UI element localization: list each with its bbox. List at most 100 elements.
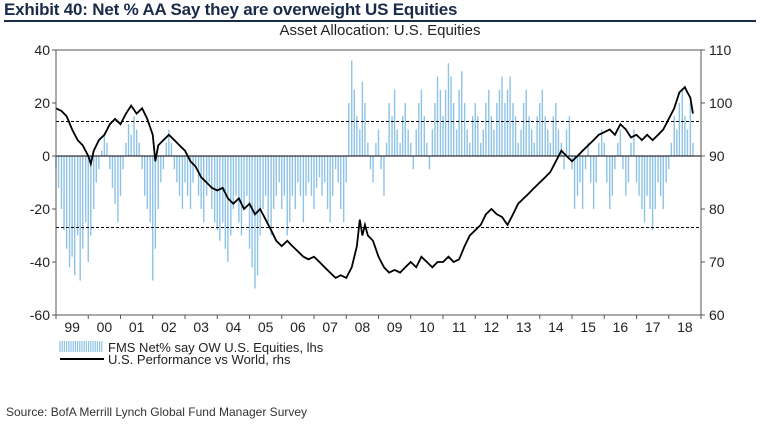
bar: [302, 156, 305, 223]
bar: [278, 156, 280, 183]
right-tick-label: 90: [709, 148, 725, 164]
x-tick-label: 08: [355, 319, 371, 335]
bar: [119, 156, 122, 196]
bar: [286, 156, 288, 236]
bar: [466, 129, 468, 156]
bar: [283, 156, 286, 196]
bar: [342, 156, 345, 223]
x-tick-label: 13: [516, 319, 532, 335]
x-tick-label: 07: [322, 319, 338, 335]
bar: [109, 156, 111, 170]
legend-swatch-bars: [59, 341, 103, 352]
bar: [192, 156, 194, 183]
bar: [504, 103, 506, 156]
bar: [157, 156, 159, 209]
bar: [581, 156, 584, 209]
bar: [439, 89, 442, 156]
x-tick-label: 18: [677, 319, 693, 335]
bar: [617, 142, 619, 156]
bar: [117, 156, 119, 223]
bar: [571, 156, 573, 170]
bar: [590, 156, 592, 183]
bar: [200, 156, 202, 209]
line-series: [55, 85, 694, 280]
bar: [305, 156, 307, 196]
bar: [351, 60, 353, 156]
bar: [93, 156, 95, 209]
right-tick-label: 70: [709, 254, 725, 270]
bar: [235, 156, 237, 196]
bar: [560, 142, 563, 156]
bar: [684, 116, 686, 156]
bar: [428, 156, 431, 170]
x-tick-label: 04: [226, 319, 242, 335]
x-tick-label: 02: [161, 319, 177, 335]
bar: [525, 89, 527, 156]
bar: [520, 129, 522, 156]
bar: [291, 156, 294, 196]
bar: [135, 129, 138, 156]
bar: [641, 156, 643, 209]
left-tick-label: 20: [34, 95, 50, 111]
bar: [458, 89, 460, 156]
x-tick-label: 05: [258, 319, 274, 335]
bar: [323, 156, 326, 183]
bar: [614, 156, 616, 170]
right-tick-label: 100: [709, 95, 733, 111]
bar: [194, 156, 197, 170]
bar: [82, 156, 84, 249]
bar: [646, 156, 648, 196]
x-tick-label: 16: [613, 319, 629, 335]
bar: [165, 142, 167, 156]
bar: [522, 103, 525, 156]
x-tick-label: 06: [290, 319, 306, 335]
bar: [380, 156, 382, 170]
bar: [600, 129, 603, 156]
bar: [452, 103, 455, 156]
bar: [681, 89, 683, 156]
bar: [356, 116, 358, 156]
bar: [442, 116, 444, 156]
bar: [168, 129, 170, 156]
bar: [122, 156, 124, 170]
bar: [95, 156, 98, 183]
bar: [251, 156, 253, 268]
bar: [496, 103, 498, 156]
bar: [471, 116, 474, 156]
bar: [662, 156, 664, 209]
bar: [230, 156, 232, 236]
bar: [146, 156, 148, 209]
bar-series: [55, 60, 694, 289]
bar: [63, 156, 65, 231]
right-axis-ticks: 110 100 90 80 70 60: [701, 42, 733, 323]
bar: [111, 156, 114, 188]
bar: [313, 156, 315, 209]
bar: [493, 129, 495, 156]
right-tick-label: 80: [709, 201, 725, 217]
bar: [143, 156, 146, 196]
bar: [512, 103, 514, 156]
bar: [310, 156, 313, 196]
bar: [318, 156, 321, 178]
bar: [90, 156, 92, 236]
bar: [133, 116, 135, 156]
bar: [485, 103, 487, 156]
bar: [393, 89, 396, 156]
bar: [359, 129, 361, 156]
bar: [299, 156, 302, 196]
bar: [181, 156, 184, 209]
bar: [676, 129, 678, 156]
x-axis-ticks: 99 00 01 02 03 04 05 06 07 08 09 10 11 12 13 14 15 16 17 18: [55, 315, 702, 335]
x-tick-label: 10: [419, 319, 435, 335]
x-tick-label: 12: [484, 319, 500, 335]
x-tick-label: 11: [452, 319, 467, 335]
bar: [592, 156, 595, 209]
bar: [609, 156, 611, 209]
x-tick-label: 09: [387, 319, 403, 335]
bar: [264, 156, 267, 196]
bar: [369, 156, 372, 170]
bar: [579, 156, 581, 183]
bar: [555, 103, 557, 156]
bar: [57, 156, 60, 188]
bar: [106, 142, 108, 156]
